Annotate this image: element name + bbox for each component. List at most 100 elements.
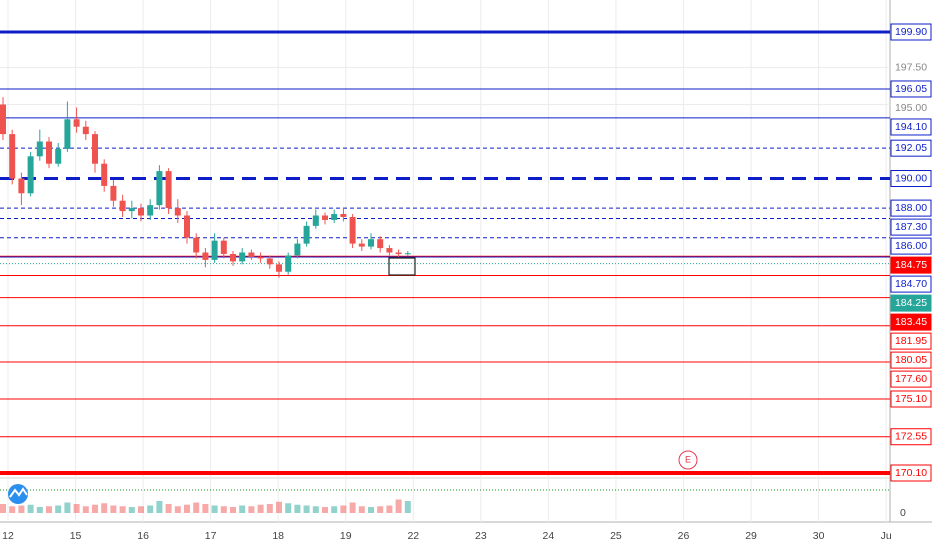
- volume-bar: [174, 506, 181, 513]
- volume-bar: [18, 505, 25, 513]
- candle-body: [55, 148, 62, 164]
- volume-bar: [110, 505, 117, 513]
- volume-bar: [156, 501, 163, 513]
- volume-bar: [340, 505, 347, 513]
- x-tick-label: 23: [475, 530, 487, 542]
- candle-body: [156, 171, 163, 206]
- volume-bar: [331, 506, 338, 513]
- candle-body: [193, 237, 200, 253]
- volume-bar: [73, 504, 80, 513]
- candle-body: [0, 104, 6, 135]
- candle-body: [165, 171, 172, 209]
- labels: 12 15 16 17 18 19 22 23 24 25 26 29 30 Ju 199.90 197.50…: [2, 23, 932, 542]
- candle-body: [266, 258, 273, 265]
- price-label-box: [890, 464, 932, 482]
- volume-bar: [165, 504, 172, 513]
- price-label-box: [890, 80, 932, 98]
- candle-body: [119, 200, 126, 212]
- candle-body: [27, 156, 34, 194]
- x-tick-label: 15: [70, 530, 82, 542]
- candle-body: [230, 253, 236, 262]
- event-label[interactable]: E: [685, 454, 691, 464]
- price-label: 184.70: [895, 278, 927, 290]
- volume-bar: [386, 505, 393, 513]
- price-label: 195.00: [895, 102, 927, 114]
- candle-body: [82, 126, 89, 135]
- price-label: 188.00: [895, 202, 927, 214]
- volume-bar: [377, 506, 384, 513]
- price-label-box: [890, 294, 932, 312]
- x-tick-label: 16: [137, 530, 149, 542]
- candle-body: [404, 253, 411, 255]
- price-label: 187.30: [895, 221, 927, 233]
- price-label-box: [890, 118, 932, 136]
- price-label-box: [890, 390, 932, 408]
- candle-body: [147, 205, 154, 216]
- price-label: 184.75: [895, 259, 927, 271]
- candle-body: [9, 134, 16, 179]
- event-marker[interactable]: [678, 450, 698, 470]
- volume-bar: [55, 505, 62, 513]
- volume-bar: [349, 502, 356, 513]
- price-label: 186.00: [895, 240, 927, 252]
- price-label: 194.10: [895, 121, 927, 133]
- candle-body: [322, 215, 328, 220]
- price-label-box: [890, 199, 932, 217]
- candle-body: [340, 214, 347, 217]
- price-label: 177.60: [895, 373, 927, 385]
- price-label-box: [890, 23, 932, 41]
- candle-body: [110, 185, 117, 201]
- logo: [8, 484, 28, 504]
- candle-body: [92, 134, 98, 164]
- price-label: 170.10: [895, 467, 927, 479]
- volume-bar: [266, 504, 273, 513]
- price-label-box: [890, 218, 932, 236]
- price-label: 183.45: [895, 316, 927, 328]
- price-label: 180.05: [895, 354, 927, 366]
- candle-body: [211, 240, 218, 260]
- x-tick-label: 25: [610, 530, 622, 542]
- volume-bar: [322, 507, 328, 513]
- volume-bar: [82, 506, 89, 513]
- price-label-box: [890, 370, 932, 388]
- candle-body: [276, 264, 282, 272]
- candle-body: [312, 215, 319, 226]
- volume-bar: [404, 501, 411, 513]
- candle-body: [377, 239, 384, 249]
- x-tick-label: 30: [813, 530, 825, 542]
- volume-bar: [211, 505, 218, 513]
- volume-bar: [46, 506, 52, 513]
- x-tick-label: 22: [407, 530, 419, 542]
- volume-bar: [248, 506, 255, 513]
- candle-body: [285, 255, 292, 272]
- candle-body: [220, 240, 227, 254]
- volume-bar: [285, 503, 292, 513]
- price-label-box: [890, 428, 932, 446]
- price-label-box: [890, 237, 932, 255]
- volume-bar: [294, 504, 301, 513]
- volume-bar: [0, 504, 6, 513]
- price-label: 192.05: [895, 142, 927, 154]
- candle-body: [331, 214, 338, 220]
- candle-body: [64, 119, 71, 149]
- volume-bar: [257, 504, 264, 513]
- volume-bar: [230, 507, 236, 513]
- candle-body: [36, 141, 43, 157]
- volume-bar: [395, 499, 402, 513]
- candle-body: [128, 208, 135, 212]
- price-label: 196.05: [895, 83, 927, 95]
- volume-bar: [9, 506, 16, 513]
- volume: [0, 499, 411, 513]
- candle-body: [46, 141, 52, 164]
- volume-bar: [184, 504, 190, 513]
- candles: [0, 97, 411, 278]
- volume-bar: [64, 502, 71, 513]
- candle-body: [386, 248, 393, 253]
- candle-body: [138, 208, 144, 216]
- volume-bar: [128, 507, 135, 513]
- candle-body: [174, 208, 181, 216]
- volume-bar: [276, 501, 282, 513]
- x-tick-label: 17: [205, 530, 217, 542]
- price-label-box: [890, 313, 932, 331]
- candle-body: [202, 252, 209, 260]
